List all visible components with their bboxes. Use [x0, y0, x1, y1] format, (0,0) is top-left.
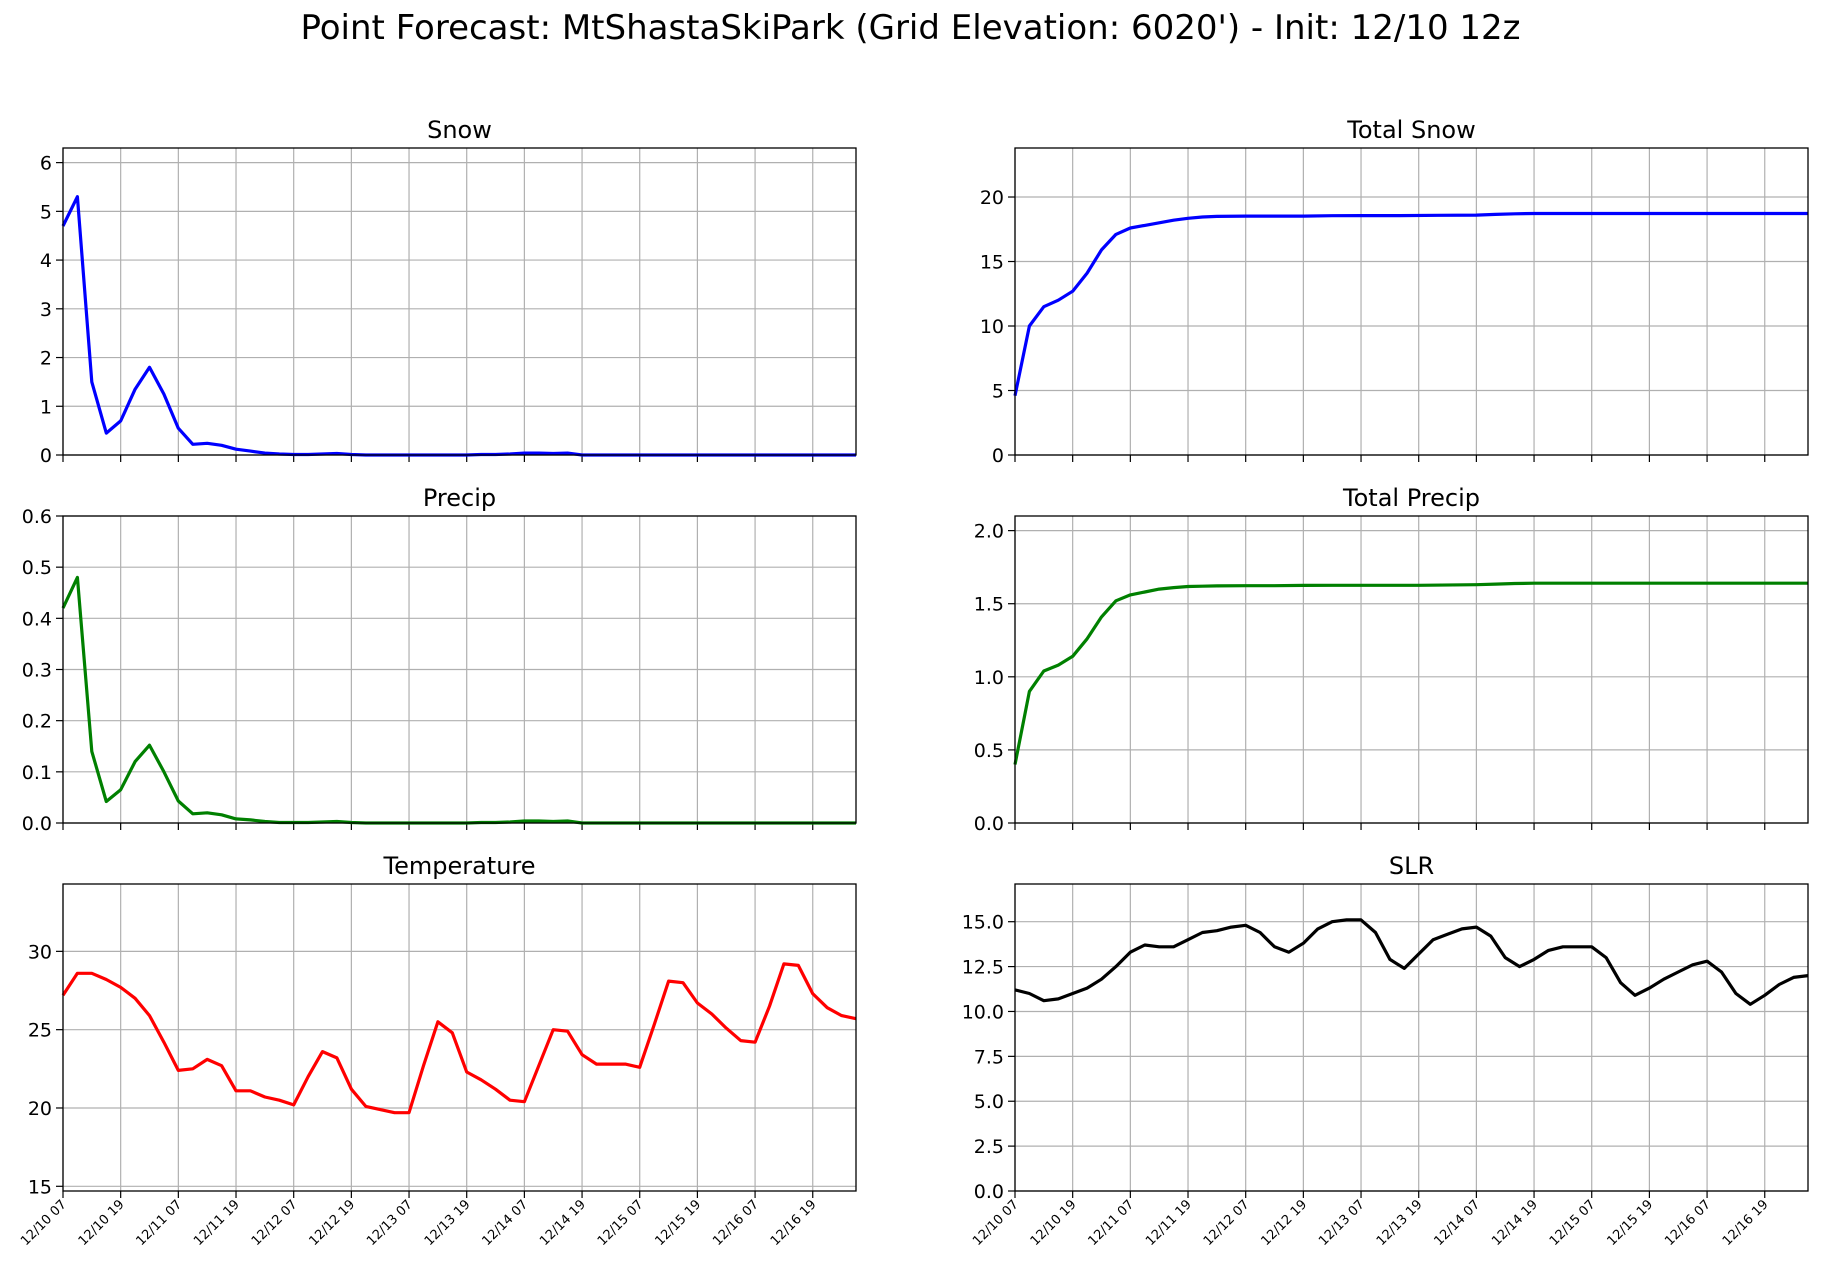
y-tick-label: 10	[980, 316, 1004, 338]
y-tick-label: 0.5	[22, 557, 52, 579]
x-tick-label: 12/10 19	[76, 1197, 128, 1249]
x-tick-label: 12/16 07	[1662, 1197, 1714, 1249]
panel-title: SLR	[1389, 852, 1434, 880]
x-tick-label: 12/16 07	[710, 1197, 762, 1249]
y-tick-label: 10.0	[962, 1001, 1004, 1023]
x-tick-label: 12/15 19	[1605, 1197, 1657, 1249]
panel-title: Total Precip	[1342, 484, 1480, 512]
y-tick-label: 12.5	[962, 957, 1004, 979]
panel-total-precip: 0.0 0.5 1.0 1.5 2.0 Total Precip	[974, 484, 1809, 835]
y-tick-label: 0	[40, 445, 52, 467]
y-tick-label: 15	[980, 252, 1004, 274]
y-tick-label: 2.0	[974, 521, 1004, 543]
x-tick-label: 12/14 19	[537, 1197, 589, 1249]
y-tick-label: 0.5	[974, 740, 1004, 762]
y-tick-label: 5	[40, 201, 52, 223]
x-tick-label: 12/11 19	[1143, 1197, 1195, 1249]
y-tick-label: 0.4	[22, 608, 52, 630]
y-tick-label: 2.5	[974, 1136, 1004, 1158]
axes-frame	[1014, 147, 1809, 456]
axes-frame	[62, 147, 857, 456]
y-tick-label: 4	[40, 250, 52, 272]
y-tick-label: 20	[28, 1098, 52, 1120]
x-tick-label: 12/13 07	[364, 1197, 416, 1249]
x-tick-label: 12/15 07	[595, 1197, 647, 1249]
axes-frame	[1014, 883, 1809, 1192]
y-tick-label: 0.0	[22, 813, 52, 835]
x-tick-label: 12/12 19	[1258, 1197, 1310, 1249]
y-tick-label: 0	[992, 445, 1004, 467]
y-tick-label: 15	[28, 1176, 52, 1198]
x-tick-label: 12/10 19	[1028, 1197, 1080, 1249]
y-tick-label: 2	[40, 348, 52, 370]
x-tick-label: 12/14 19	[1489, 1197, 1541, 1249]
x-tick-label: 12/13 07	[1316, 1197, 1368, 1249]
series-line-snow	[61, 195, 856, 457]
axes-frame	[62, 883, 857, 1192]
y-tick-label: 0.1	[22, 762, 52, 784]
x-tick-label: 12/12 07	[1201, 1197, 1253, 1249]
panel-title: Snow	[427, 116, 492, 144]
y-tick-label: 7.5	[974, 1046, 1004, 1068]
x-tick-label: 12/16 19	[768, 1197, 820, 1249]
y-tick-label: 15.0	[962, 912, 1004, 934]
y-tick-label: 3	[40, 299, 52, 321]
panel-total-snow: 0 5 10 15 20 Total Snow	[980, 116, 1809, 467]
x-tick-label: 12/15 19	[653, 1197, 705, 1249]
panel-snow: 0 1 2 3 4 5 6 Snow	[40, 116, 857, 467]
y-tick-label: 5	[992, 381, 1004, 403]
y-tick-label: 0.2	[22, 711, 52, 733]
y-tick-label: 0.6	[22, 506, 52, 528]
series-line-total-snow	[1013, 211, 1808, 397]
series-line-temperature	[61, 962, 857, 1115]
y-tick-label: 25	[28, 1020, 52, 1042]
panel-precip: 0.0 0.1 0.2 0.3 0.4 0.5 0.6 Precip	[22, 484, 857, 835]
x-tick-label: 12/13 19	[422, 1197, 474, 1249]
series-line-total-precip	[1013, 581, 1808, 765]
y-tick-label: 5.0	[974, 1091, 1004, 1113]
x-tick-label: 12/11 19	[191, 1197, 243, 1249]
panel-temperature: 15 20 25 30 12/10 07 12/10 19 12/11 07 12/11 19…	[18, 852, 857, 1249]
x-tick-label: 12/14 07	[479, 1197, 531, 1249]
y-tick-label: 1	[40, 396, 52, 418]
x-tick-label: 12/12 07	[249, 1197, 301, 1249]
y-tick-label: 0.0	[974, 813, 1004, 835]
y-tick-label: 1.5	[974, 594, 1004, 616]
panel-title: Temperature	[382, 852, 535, 880]
y-tick-label: 1.0	[974, 667, 1004, 689]
y-tick-label: 30	[28, 941, 52, 963]
x-tick-label: 12/11 07	[1085, 1197, 1137, 1249]
x-tick-label: 12/12 19	[306, 1197, 358, 1249]
x-tick-label: 12/13 19	[1374, 1197, 1426, 1249]
x-tick-label: 12/11 07	[133, 1197, 185, 1249]
y-tick-label: 0.3	[22, 660, 52, 682]
figure-title: Point Forecast: MtShastaSkiPark (Grid El…	[300, 8, 1521, 48]
series-line-precip	[61, 575, 856, 825]
y-tick-label: 6	[40, 153, 52, 175]
axes-frame	[62, 515, 857, 824]
axes-frame	[1014, 515, 1809, 824]
panel-slr: 0.0 2.5 5.0 7.5 10.0 12.5 15.0 12/10 07 12/10 19…	[962, 852, 1809, 1249]
series-line-slr	[1014, 918, 1809, 1006]
x-tick-label: 12/10 07	[970, 1197, 1022, 1249]
panel-title: Precip	[423, 484, 496, 512]
x-tick-label: 12/10 07	[18, 1197, 70, 1249]
panel-title: Total Snow	[1346, 116, 1475, 144]
x-tick-label: 12/15 07	[1547, 1197, 1599, 1249]
x-tick-label: 12/16 19	[1720, 1197, 1772, 1249]
x-tick-label: 12/14 07	[1431, 1197, 1483, 1249]
y-tick-label: 0.0	[974, 1181, 1004, 1203]
y-tick-label: 20	[980, 187, 1004, 209]
